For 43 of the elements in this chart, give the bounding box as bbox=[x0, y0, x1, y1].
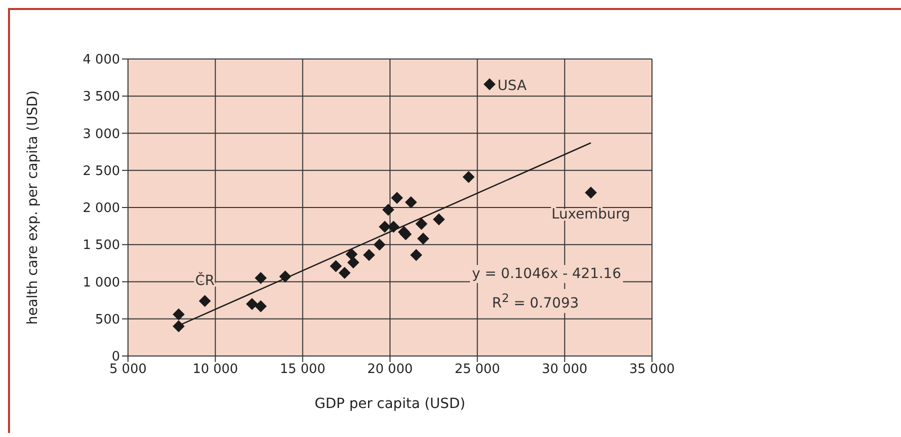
y-tick-label: 500 bbox=[95, 312, 120, 328]
x-tick-label: 25 000 bbox=[454, 362, 500, 378]
point bbox=[172, 320, 185, 332]
point bbox=[432, 213, 445, 226]
point bbox=[462, 171, 475, 184]
point bbox=[363, 249, 376, 262]
annotation: R$^{2}$ = 0.7093 bbox=[490, 289, 581, 313]
point bbox=[390, 192, 403, 204]
point bbox=[378, 220, 391, 233]
y-tick-label: 3 500 bbox=[82, 90, 120, 105]
point bbox=[410, 249, 422, 262]
point bbox=[172, 308, 185, 320]
point bbox=[254, 272, 267, 284]
point bbox=[404, 196, 417, 208]
x-tick-label: 10 000 bbox=[192, 362, 238, 378]
y-tick-label: 0 bbox=[112, 350, 120, 365]
point bbox=[382, 204, 394, 216]
annotation: y = 0.1046x - 421.16 bbox=[470, 265, 624, 283]
x-tick-label: 35 000 bbox=[629, 362, 675, 378]
point bbox=[417, 232, 430, 245]
point bbox=[415, 218, 428, 230]
x-axis-title: GDP per capita (USD) bbox=[314, 396, 466, 412]
x-tick-label: 30 000 bbox=[542, 362, 588, 378]
y-axis-title: health care exp. per capita (USD) bbox=[24, 90, 41, 325]
y-tick-label: 1 000 bbox=[82, 275, 120, 290]
point bbox=[330, 260, 342, 272]
annotation: USA bbox=[498, 78, 527, 94]
point bbox=[254, 300, 267, 312]
point bbox=[484, 78, 496, 90]
point bbox=[246, 298, 258, 310]
y-tick-label: 2 500 bbox=[82, 164, 120, 179]
point bbox=[338, 266, 351, 279]
y-tick-label: 3 000 bbox=[82, 126, 120, 142]
y-tick-label: 4 000 bbox=[82, 52, 120, 68]
x-tick-label: 20 000 bbox=[367, 362, 413, 378]
point bbox=[347, 256, 360, 268]
x-tick-label: 15 000 bbox=[280, 362, 326, 378]
y-tick-label: 2 000 bbox=[82, 201, 120, 216]
point bbox=[584, 186, 597, 199]
point bbox=[198, 295, 211, 308]
point bbox=[374, 238, 386, 251]
y-tick-label: 1 500 bbox=[82, 238, 120, 254]
x-tick-label: 5 000 bbox=[109, 362, 147, 378]
